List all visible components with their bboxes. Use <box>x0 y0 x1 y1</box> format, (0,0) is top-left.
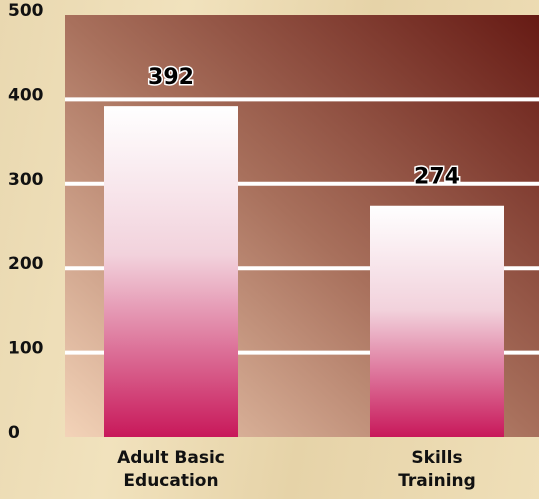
bar <box>104 106 238 437</box>
data-label: 392 <box>148 65 194 90</box>
y-tick-label: 0 <box>8 423 20 443</box>
bar <box>370 205 504 437</box>
y-tick-label: 400 <box>8 85 44 105</box>
y-tick-label: 100 <box>8 339 44 359</box>
y-tick-label: 200 <box>8 254 44 274</box>
y-tick-label: 300 <box>8 170 44 190</box>
y-tick-label: 500 <box>8 1 44 21</box>
x-tick-label: Adult Basic Education <box>117 448 225 491</box>
x-tick-label: Skills Training <box>398 448 476 491</box>
data-label: 274 <box>414 165 460 190</box>
